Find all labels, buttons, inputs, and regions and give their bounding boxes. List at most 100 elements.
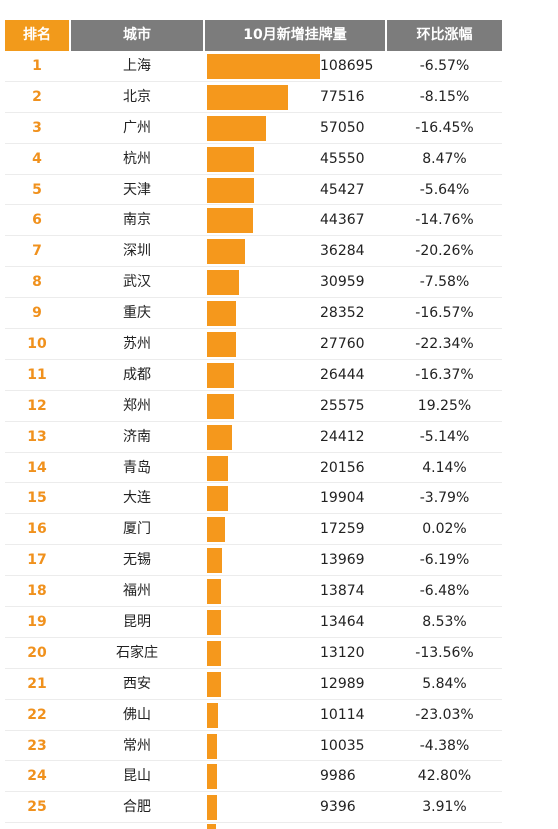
change-cell: -14.76% — [415, 212, 474, 229]
city-cell: 佛山 — [123, 706, 151, 723]
value-bar — [207, 146, 255, 172]
rank-cell: 16 — [27, 521, 47, 538]
ranking-table: 排名 城市 10月新增挂牌量 环比涨幅 1 上海 108695 -6.57% 2 北京 77… — [5, 20, 502, 824]
change-cell: -6.48% — [419, 583, 470, 600]
value-bar — [207, 486, 228, 512]
rank-cell: 20 — [27, 644, 47, 661]
value-bar — [207, 177, 255, 203]
city-cell: 杭州 — [123, 150, 151, 167]
value-label: 20156 — [320, 459, 365, 476]
value-bar — [207, 54, 320, 79]
value-label: 24412 — [320, 428, 365, 445]
rank-cell: 6 — [32, 212, 42, 229]
value-label: 77516 — [320, 88, 365, 105]
table-row: 6 南京 44367 -14.76% — [5, 205, 502, 237]
city-cell: 成都 — [123, 366, 151, 383]
value-label: 45427 — [320, 181, 365, 198]
city-cell: 大连 — [123, 490, 151, 507]
table-row: 3 广州 57050 -16.45% — [5, 113, 502, 144]
table-row: 8 武汉 30959 -7.58% — [5, 267, 502, 299]
change-cell: -13.56% — [415, 644, 474, 661]
city-cell: 天津 — [123, 181, 151, 198]
change-cell: 8.47% — [422, 150, 467, 167]
table-row: 11 成都 26444 -16.37% — [5, 360, 502, 391]
table-row: 21 西安 12989 5.84% — [5, 669, 502, 700]
rank-cell: 2 — [32, 88, 42, 105]
city-cell: 苏州 — [123, 336, 151, 353]
value-label: 9396 — [320, 799, 356, 816]
value-bar — [207, 362, 235, 388]
rank-cell: 4 — [32, 150, 42, 167]
header-city: 城市 — [71, 20, 203, 51]
change-cell: -16.45% — [415, 119, 474, 136]
header-rank: 排名 — [5, 20, 69, 51]
value-bar — [207, 795, 217, 821]
city-cell: 昆明 — [123, 614, 151, 631]
value-bar — [207, 332, 236, 358]
city-cell: 南京 — [123, 212, 151, 229]
value-bar — [207, 733, 218, 759]
header-new-listings: 10月新增挂牌量 — [205, 20, 385, 51]
table-row: 23 常州 10035 -4.38% — [5, 731, 502, 762]
table-body: 1 上海 108695 -6.57% 2 北京 77516 -8.15% 3 广州 57050 -16… — [5, 51, 502, 824]
value-label: 13969 — [320, 552, 365, 569]
change-cell: -20.26% — [415, 243, 474, 260]
rank-cell: 18 — [27, 583, 47, 600]
value-bar — [207, 702, 218, 728]
value-label: 108695 — [320, 58, 374, 74]
rank-cell: 11 — [27, 366, 47, 383]
table-row: 18 福州 13874 -6.48% — [5, 576, 502, 608]
city-cell: 重庆 — [123, 305, 151, 322]
rank-cell: 21 — [27, 675, 47, 692]
value-label: 13874 — [320, 583, 365, 600]
city-cell: 上海 — [123, 58, 151, 74]
value-bar — [207, 393, 234, 419]
city-cell: 西安 — [123, 675, 151, 692]
value-bar — [207, 610, 221, 636]
rank-cell: 10 — [27, 336, 47, 353]
value-label: 30959 — [320, 274, 365, 291]
rank-cell: 3 — [32, 119, 42, 136]
change-cell: 3.91% — [422, 799, 467, 816]
value-bar — [207, 764, 218, 790]
table-row: 25 合肥 9396 3.91% — [5, 792, 502, 824]
change-cell: -22.34% — [415, 336, 474, 353]
value-bar — [207, 640, 221, 666]
rank-cell: 12 — [27, 397, 47, 414]
city-cell: 武汉 — [123, 274, 151, 291]
table-row: 22 佛山 10114 -23.03% — [5, 700, 502, 731]
rank-cell: 1 — [32, 58, 42, 74]
change-cell: 4.14% — [422, 459, 467, 476]
value-label: 10114 — [320, 706, 365, 723]
rank-cell: 15 — [27, 490, 47, 507]
change-cell: 5.84% — [422, 675, 467, 692]
value-label: 9986 — [320, 768, 356, 785]
value-bar — [207, 301, 237, 327]
value-label: 17259 — [320, 521, 365, 538]
change-cell: -16.57% — [415, 305, 474, 322]
value-label: 19904 — [320, 490, 365, 507]
rank-cell: 14 — [27, 459, 47, 476]
bar-continuation — [207, 824, 216, 829]
table-row: 17 无锡 13969 -6.19% — [5, 545, 502, 577]
change-cell: -7.58% — [419, 274, 470, 291]
change-cell: 8.53% — [422, 614, 467, 631]
table-row: 16 厦门 17259 0.02% — [5, 514, 502, 546]
city-cell: 福州 — [123, 583, 151, 600]
city-cell: 济南 — [123, 428, 151, 445]
value-bar — [207, 579, 222, 605]
change-cell: 0.02% — [422, 521, 467, 538]
change-cell: 42.80% — [417, 768, 472, 785]
rank-cell: 23 — [27, 737, 47, 754]
change-cell: -8.15% — [419, 88, 470, 105]
table-row: 12 郑州 25575 19.25% — [5, 391, 502, 422]
city-cell: 青岛 — [123, 459, 151, 476]
change-cell: -5.14% — [419, 428, 470, 445]
city-cell: 合肥 — [123, 799, 151, 816]
value-bar — [207, 671, 221, 697]
value-label: 13120 — [320, 644, 365, 661]
value-label: 36284 — [320, 243, 365, 260]
table-row: 14 青岛 20156 4.14% — [5, 453, 502, 484]
value-label: 27760 — [320, 336, 365, 353]
table-row: 19 昆明 13464 8.53% — [5, 607, 502, 638]
